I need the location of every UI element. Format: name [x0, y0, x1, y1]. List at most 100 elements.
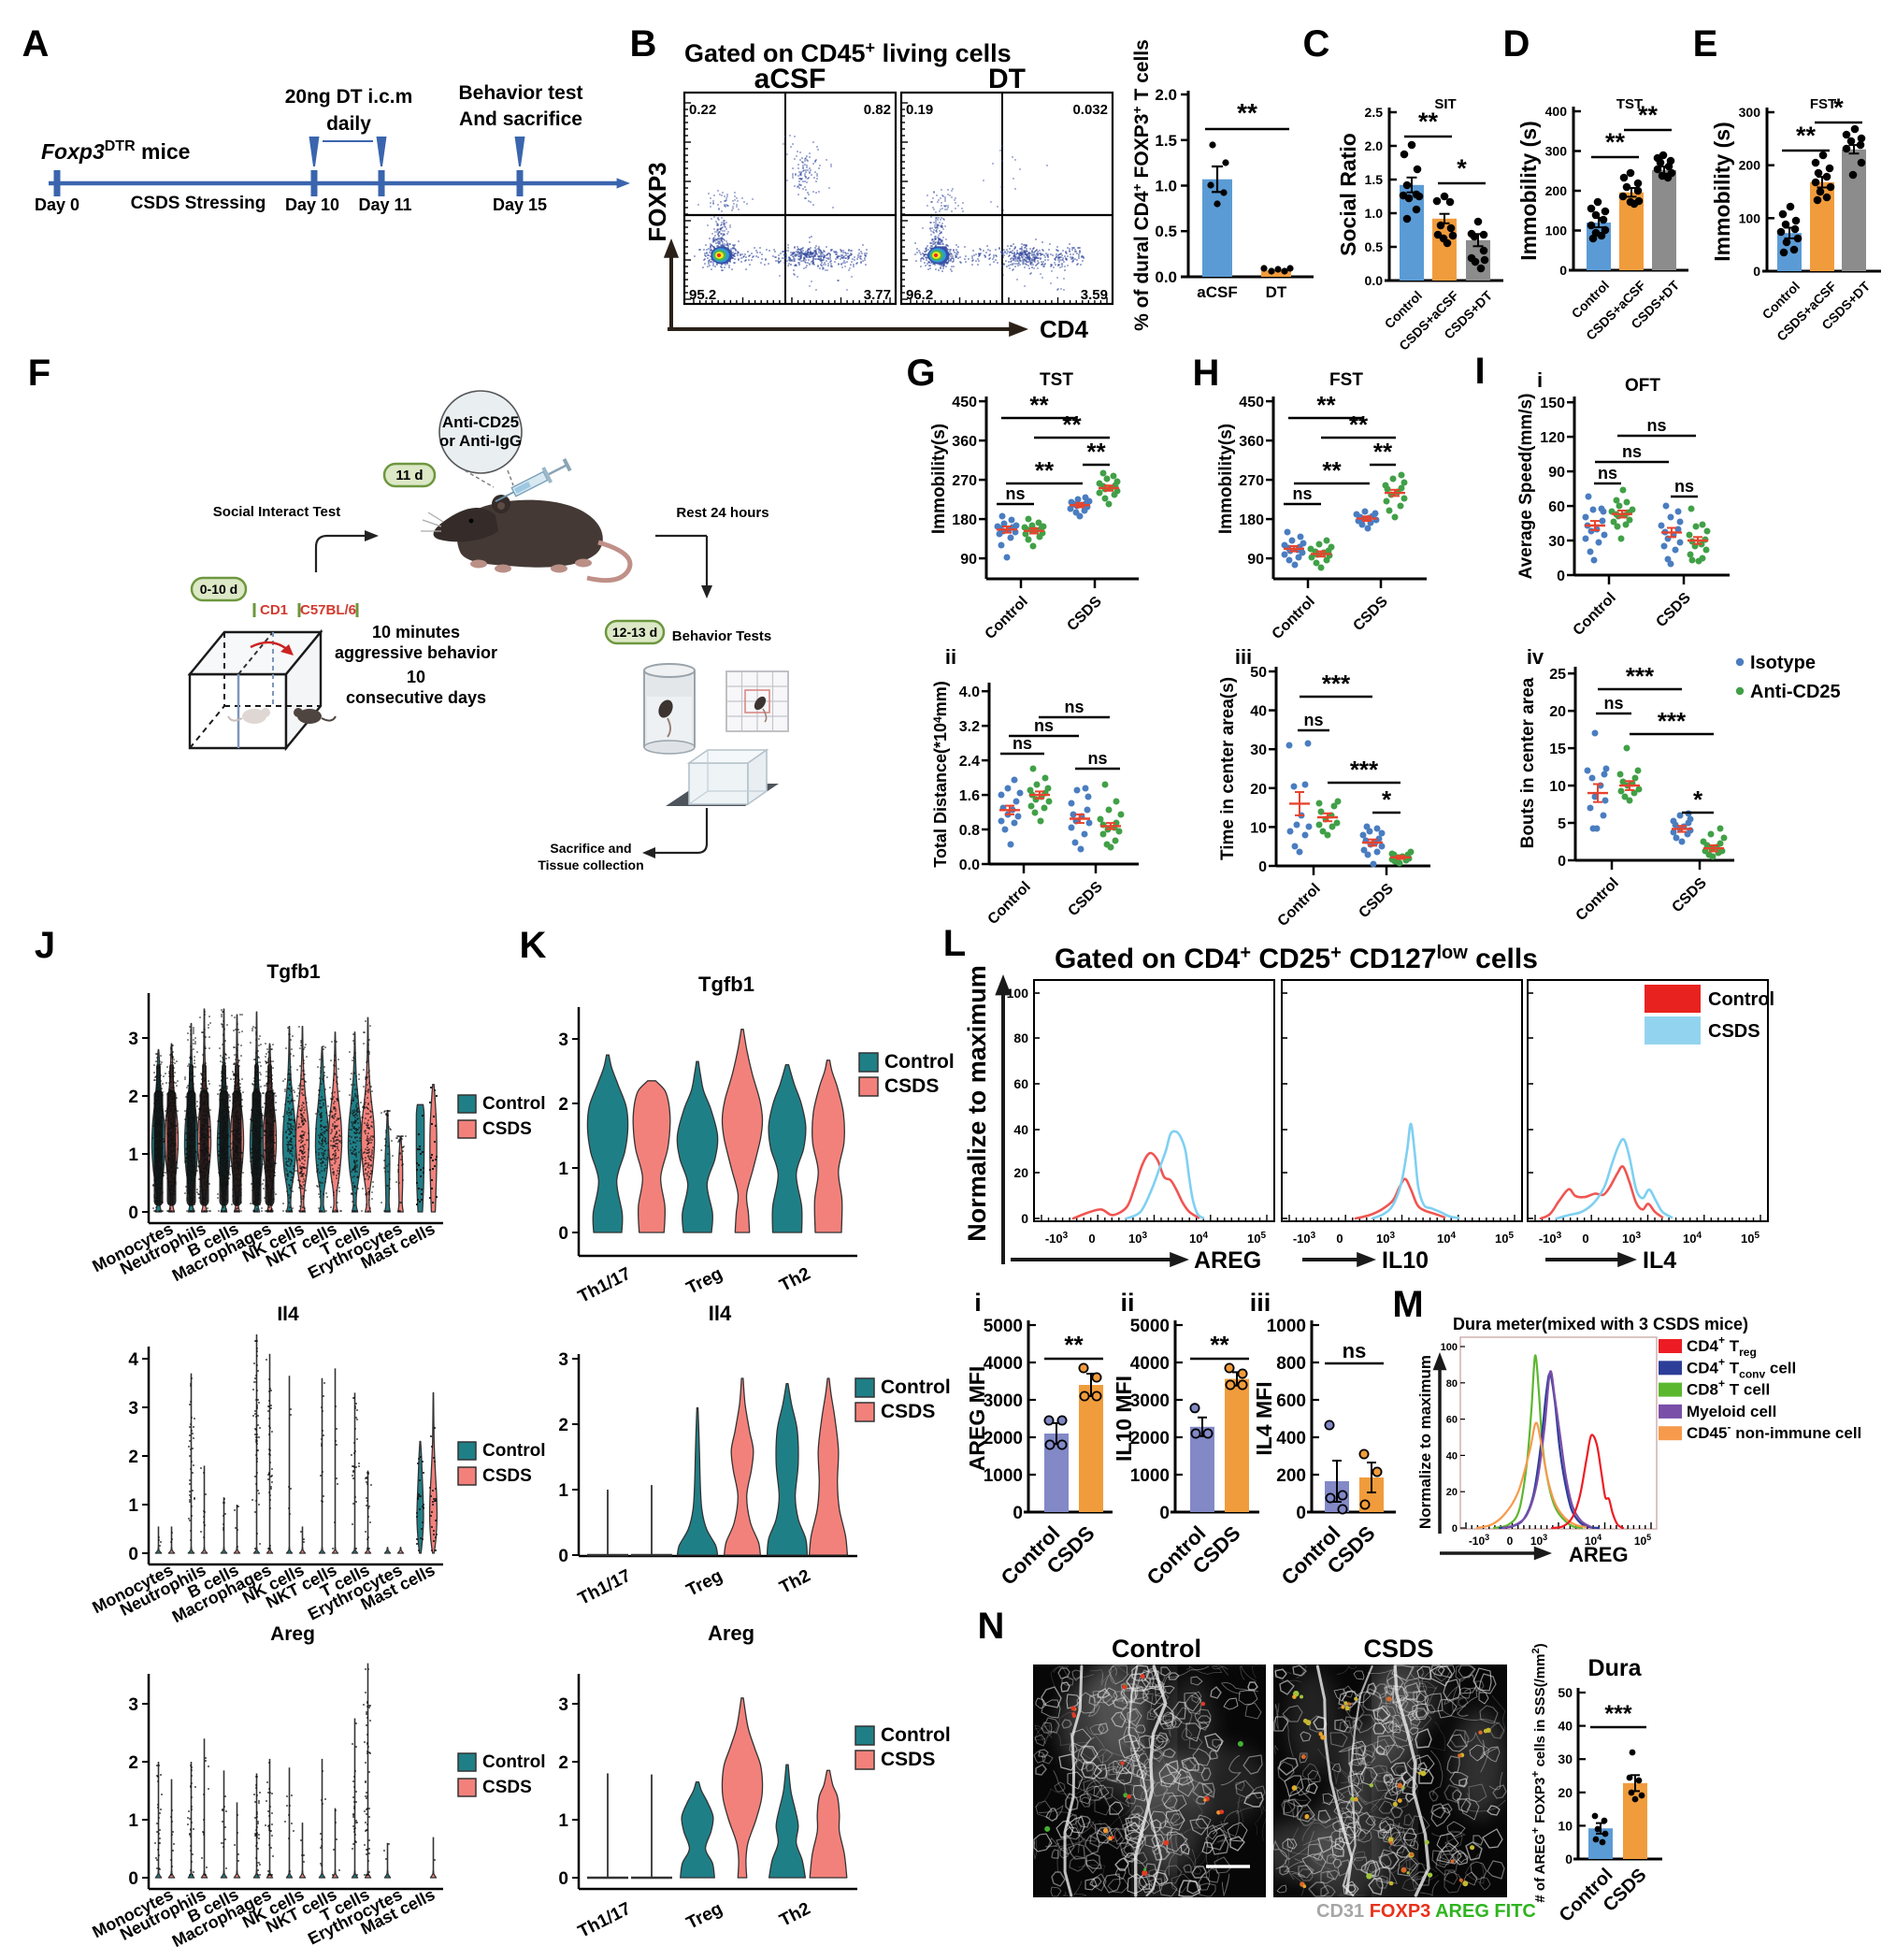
svg-text:20: 20: [1558, 1785, 1573, 1800]
svg-text:Isotype: Isotype: [1750, 653, 1816, 673]
svg-text:15: 15: [1549, 742, 1566, 757]
svg-text:60: 60: [1013, 1076, 1028, 1091]
svg-text:Il4: Il4: [709, 1302, 732, 1325]
svg-text:0: 0: [558, 1224, 568, 1244]
svg-text:60: 60: [1548, 499, 1565, 515]
svg-text:**: **: [1210, 1331, 1229, 1359]
svg-text:Sacrifice and: Sacrifice and: [550, 841, 631, 856]
svg-text:AREG: AREG: [1569, 1543, 1629, 1566]
svg-text:3: 3: [558, 1350, 568, 1370]
svg-text:DT: DT: [988, 64, 1026, 94]
svg-text:150: 150: [1540, 396, 1565, 411]
svg-text:i: i: [974, 1289, 982, 1317]
svg-text:I: I: [1474, 351, 1485, 392]
svg-text:Control: Control: [482, 1752, 546, 1772]
svg-text:DT: DT: [1266, 283, 1287, 301]
svg-text:2: 2: [558, 1095, 568, 1115]
svg-text:IL10 MFI: IL10 MFI: [1112, 1376, 1136, 1462]
svg-text:CSDS: CSDS: [881, 1749, 935, 1770]
svg-text:2: 2: [128, 1448, 138, 1467]
svg-text:**: **: [1349, 411, 1369, 439]
svg-text:Day 10: Day 10: [285, 195, 339, 214]
svg-text:ii: ii: [1120, 1289, 1134, 1317]
svg-text:Immobility (s): Immobility (s): [1710, 122, 1734, 262]
svg-text:1.0: 1.0: [1365, 206, 1384, 221]
svg-text:IL4 MFI: IL4 MFI: [1252, 1381, 1276, 1455]
svg-text:4000: 4000: [984, 1354, 1023, 1374]
svg-text:96.2: 96.2: [906, 287, 933, 303]
svg-text:0.82: 0.82: [864, 102, 891, 118]
svg-text:Immobility (s): Immobility (s): [1516, 121, 1541, 261]
svg-text:10: 10: [1250, 820, 1267, 836]
svg-text:450: 450: [1239, 395, 1264, 411]
svg-text:3000: 3000: [1130, 1391, 1170, 1411]
svg-text:0.19: 0.19: [906, 102, 933, 118]
svg-text:0: 0: [1582, 1232, 1588, 1246]
svg-text:**: **: [1035, 456, 1055, 484]
svg-text:**: **: [1064, 1331, 1084, 1359]
svg-text:Control: Control: [881, 1376, 951, 1398]
svg-text:CSDS: CSDS: [482, 1466, 532, 1486]
svg-text:CSDS: CSDS: [482, 1778, 532, 1797]
svg-text:***: ***: [1604, 1701, 1631, 1727]
svg-text:4: 4: [128, 1350, 138, 1370]
svg-text:CSDS: CSDS: [881, 1401, 935, 1422]
svg-text:40: 40: [1558, 1719, 1573, 1734]
svg-text:100: 100: [1739, 210, 1761, 225]
svg-text:20: 20: [1250, 782, 1267, 798]
svg-text:**: **: [1638, 101, 1659, 129]
svg-text:270: 270: [1239, 473, 1264, 489]
svg-text:Tissue collection: Tissue collection: [538, 858, 643, 872]
svg-text:ii: ii: [945, 645, 956, 669]
svg-text:0.0: 0.0: [1365, 273, 1384, 288]
svg-text:CSDS Stressing: CSDS Stressing: [131, 194, 266, 213]
svg-text:Gated on CD45+ living cells: Gated on CD45+ living cells: [684, 38, 1012, 67]
svg-text:30: 30: [1558, 1751, 1573, 1766]
svg-text:Anti-CD25: Anti-CD25: [442, 413, 519, 431]
svg-text:i: i: [1537, 368, 1543, 392]
svg-text:Day 0: Day 0: [35, 195, 79, 214]
svg-text:0.032: 0.032: [1072, 102, 1108, 118]
svg-text:0-10 d: 0-10 d: [200, 582, 237, 597]
svg-text:0.22: 0.22: [689, 102, 716, 118]
svg-text:0: 0: [558, 1547, 568, 1566]
svg-text:100: 100: [1545, 223, 1568, 238]
svg-text:-103: -103: [1539, 1231, 1562, 1246]
svg-text:IL4: IL4: [1643, 1247, 1676, 1274]
svg-text:180: 180: [1239, 512, 1264, 528]
svg-text:360: 360: [1239, 434, 1264, 450]
svg-text:*: *: [1382, 785, 1392, 814]
svg-text:CSDS: CSDS: [482, 1119, 532, 1139]
svg-text:0: 0: [558, 1869, 568, 1889]
svg-text:D: D: [1503, 23, 1530, 65]
svg-text:And sacrifice: And sacrifice: [459, 108, 582, 130]
svg-text:1: 1: [558, 1160, 568, 1179]
svg-text:L: L: [943, 923, 966, 964]
svg-text:5000: 5000: [984, 1317, 1023, 1336]
svg-text:400: 400: [1545, 104, 1568, 119]
svg-text:OFT: OFT: [1625, 376, 1660, 396]
svg-text:Foxp3DTR mice: Foxp3DTR mice: [41, 138, 190, 164]
svg-text:A: A: [22, 23, 50, 65]
svg-text:0: 0: [128, 1869, 138, 1889]
svg-text:CD4: CD4: [1040, 315, 1089, 343]
svg-text:1: 1: [128, 1811, 138, 1831]
svg-text:ns: ns: [1005, 484, 1025, 503]
svg-text:Day 15: Day 15: [493, 195, 547, 214]
svg-text:1.5: 1.5: [1155, 132, 1177, 150]
svg-text:Day 11: Day 11: [358, 195, 411, 214]
svg-text:2: 2: [558, 1416, 568, 1435]
svg-text:CD31 FOXP3 AREG FITC: CD31 FOXP3 AREG FITC: [1316, 1901, 1536, 1922]
svg-text:Control: Control: [884, 1051, 955, 1073]
svg-text:Social Interact Test: Social Interact Test: [213, 504, 340, 520]
svg-text:-103: -103: [1293, 1231, 1316, 1246]
svg-text:C57BL/6: C57BL/6: [300, 602, 356, 618]
svg-text:Total Distance(*104mm): Total Distance(*104mm): [931, 681, 950, 867]
svg-text:aCSF: aCSF: [1197, 283, 1237, 301]
svg-text:Tgfb1: Tgfb1: [698, 973, 754, 996]
svg-text:50: 50: [1250, 665, 1267, 681]
svg-text:daily: daily: [326, 113, 371, 135]
svg-text:360: 360: [952, 434, 977, 450]
svg-text:F: F: [28, 353, 50, 394]
svg-text:K: K: [520, 925, 547, 966]
